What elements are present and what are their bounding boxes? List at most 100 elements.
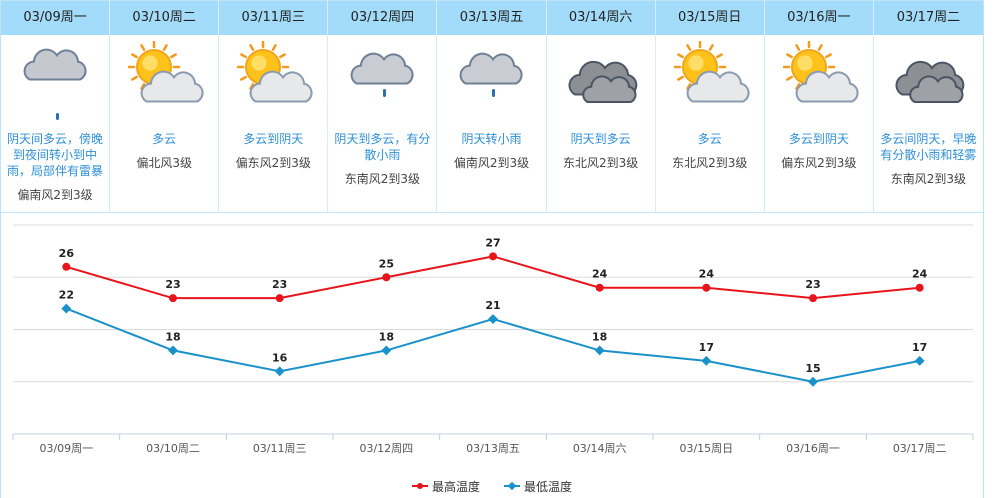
low-temp-point [381,345,392,356]
forecast-day-wind: 东北风2到3级 [562,156,639,170]
forecast-day: 03/10周二 多云 偏北风3级 [110,1,220,212]
low-temp-label: 18 [379,330,394,343]
high-temp-label: 27 [485,236,500,249]
forecast-day-description: 多云到阴天 [243,132,304,146]
high-temp-point [595,283,604,292]
high-temp-point [169,294,177,303]
forecast-strip: 03/09周一 阴天间多云，傍晚到夜间转小到中雨，局部伴有雷暴 偏南风2到3级 0… [0,0,984,213]
high-temp-label: 23 [272,278,287,291]
temperature-chart: 03/09周一 03/10周二 03/11周三 03/12周四 03/13周五 03/14… [0,213,984,498]
high-temp-label: 24 [592,268,608,281]
high-temp-point [275,294,284,303]
legend-high-swatch [411,481,428,491]
low-temp-label: 18 [165,330,180,343]
cloud-rain-icon [328,35,436,131]
high-temp-point [915,283,924,292]
forecast-day: 03/16周一 多云到阴天 偏东风2到3级 [764,1,874,212]
forecast-day: 03/11周三 多云到阴天 偏东风2到3级 [219,1,329,212]
forecast-day-date: 03/12周四 [328,1,437,35]
forecast-day: 03/13周五 阴天转小雨 偏南风2到3级 [437,1,547,212]
high-temp-point [489,252,497,261]
legend-low-label: 最低温度 [524,479,573,494]
partly-cloudy-icon [765,35,873,131]
low-temp-label: 21 [485,299,500,312]
low-temp-point [61,303,72,314]
low-temp-point [701,355,712,366]
dark-cloud-icon [547,35,655,131]
forecast-day-description: 阴天到多云 [570,132,631,146]
low-temp-point [594,345,605,356]
low-temp-label: 17 [699,341,714,354]
low-temp-label: 22 [59,289,74,302]
forecast-day-date: 03/15周日 [655,1,764,35]
temperature-chart-svg: 03/09周一 03/10周二 03/11周三 03/12周四 03/13周五 03/14… [12,224,974,455]
forecast-day-description: 阴天间多云，傍晚到夜间转小到中雨，局部伴有雷暴 [7,132,104,178]
forecast-day-wind: 东南风2到3级 [344,172,421,186]
x-tick-label: 03/10周二 [146,442,200,455]
partly-cloudy-icon [219,35,327,131]
high-temp-label: 23 [805,278,820,291]
forecast-day-wind: 东北风2到3级 [672,156,748,170]
x-tick-label: 03/13周五 [466,442,520,455]
forecast-day-wind: 偏南风2到3级 [453,156,530,170]
low-temp-label: 16 [272,351,288,364]
low-temp-label: 17 [912,341,927,354]
forecast-day: 03/14周六 阴天到多云 东北风2到3级 [546,1,656,212]
high-temp-label: 24 [912,268,928,281]
high-temp-point [382,273,391,282]
low-temp-point [168,345,178,356]
high-temp-label: 23 [165,278,180,291]
partly-cloudy-icon [110,35,218,131]
x-tick-label: 03/11周三 [253,442,307,455]
forecast-day-date: 03/14周六 [546,1,655,35]
forecast-day-date: 03/17周二 [873,1,983,35]
legend-low-swatch [504,481,520,491]
forecast-day-date: 03/13周五 [437,1,546,35]
forecast-day-date: 03/16周一 [764,1,873,35]
high-temp-point [809,294,817,303]
forecast-day-wind: 东南风2到3级 [890,172,967,186]
forecast-day-description: 多云 [152,132,177,146]
dark-cloud-icon [874,35,983,131]
high-temp-label: 25 [379,257,394,270]
low-temp-label: 18 [592,330,607,343]
forecast-day-date: 03/11周三 [219,1,328,35]
low-temp-label: 15 [805,362,820,375]
low-temp-point [914,355,925,366]
high-temp-label: 26 [59,247,75,260]
partly-cloudy-icon [656,35,764,131]
forecast-day-wind: 偏南风2到3级 [17,188,93,202]
cloud-rain-icon [437,35,545,131]
x-tick-label: 03/12周四 [359,442,413,455]
x-tick-label: 03/16周一 [786,442,840,455]
forecast-day-description: 多云 [697,132,722,146]
forecast-day-date: 03/10周二 [110,1,219,35]
x-tick-label: 03/14周六 [573,442,627,455]
legend-item-low[interactable]: 最低温度 [504,476,572,496]
forecast-day-date: 03/09周一 [1,1,110,35]
x-tick-label: 03/15周日 [679,442,733,455]
low-temp-point [488,314,498,324]
forecast-day: 03/12周四 阴天到多云，有分散小雨 东南风2到3级 [328,1,438,212]
high-temp-label: 24 [699,268,715,281]
high-temp-point [702,283,711,292]
forecast-day-description: 多云间阴天，早晚有分散小雨和轻雾 [880,132,977,162]
forecast-day-wind: 偏东风2到3级 [235,156,311,170]
x-tick-label: 03/17周二 [893,442,947,455]
forecast-day: 03/15周日 多云 东北风2到3级 [655,1,765,212]
high-temp-point [62,262,71,271]
x-tick-label: 03/09周一 [39,442,93,455]
forecast-day: 03/17周二 多云间阴天，早晚有分散小雨和轻雾 东南风2到3级 [873,1,983,212]
legend-high-label: 最高温度 [431,479,480,494]
chart-legend: 最高温度 最低温度 [0,476,984,496]
overcast-rain-icon [1,35,109,131]
forecast-day: 03/09周一 阴天间多云，傍晚到夜间转小到中雨，局部伴有雷暴 偏南风2到3级 [1,1,111,212]
low-temp-point [808,376,818,387]
forecast-day-description: 阴天转小雨 [461,132,522,146]
forecast-day-description: 阴天到多云，有分散小雨 [334,132,431,162]
forecast-day-wind: 偏东风2到3级 [781,156,857,170]
legend-item-high[interactable]: 最高温度 [411,476,480,496]
forecast-day-description: 多云到阴天 [788,132,849,146]
low-temp-point [274,366,285,377]
forecast-day-wind: 偏北风3级 [136,156,192,170]
